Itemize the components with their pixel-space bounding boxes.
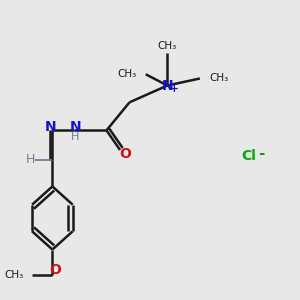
Text: +: + (170, 84, 178, 94)
Text: H: H (25, 153, 34, 166)
Text: O: O (119, 147, 131, 161)
Text: CH₃: CH₃ (117, 69, 136, 79)
Text: N: N (45, 120, 57, 134)
Text: H: H (71, 132, 80, 142)
Text: O: O (49, 263, 61, 277)
Text: -: - (258, 146, 265, 161)
Text: N: N (70, 120, 81, 134)
Text: CH₃: CH₃ (209, 74, 229, 83)
Text: Cl: Cl (241, 148, 256, 163)
Text: N: N (162, 79, 173, 92)
Text: CH₃: CH₃ (158, 41, 177, 51)
Text: CH₃: CH₃ (5, 270, 24, 280)
